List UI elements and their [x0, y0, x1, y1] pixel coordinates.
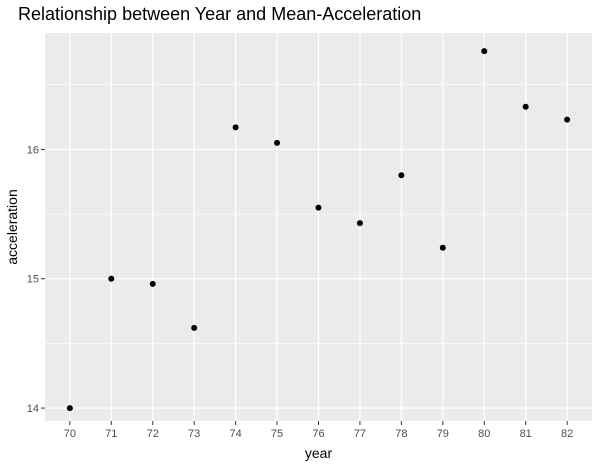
data-point — [149, 280, 156, 287]
x-tick-label: 70 — [64, 428, 76, 440]
y-tick-label: 15 — [27, 274, 39, 286]
data-point — [564, 116, 571, 123]
data-points — [66, 48, 571, 412]
x-tick-label: 76 — [312, 428, 324, 440]
data-point — [232, 124, 239, 131]
x-tick-label: 71 — [105, 428, 117, 440]
x-tick-label: 80 — [478, 428, 490, 440]
x-tick-label: 82 — [561, 428, 573, 440]
x-tick-label: 75 — [271, 428, 283, 440]
x-tick-label: 79 — [437, 428, 449, 440]
x-tick-label: 74 — [229, 428, 241, 440]
data-point — [66, 405, 73, 412]
x-tick-label: 78 — [395, 428, 407, 440]
x-axis-title: year — [305, 445, 333, 461]
x-tick-label: 81 — [520, 428, 532, 440]
x-tick-label: 72 — [147, 428, 159, 440]
y-axis: 14 15 16 — [27, 144, 45, 415]
y-axis-title: acceleration — [4, 189, 20, 265]
chart-title: Relationship between Year and Mean-Accel… — [18, 4, 422, 24]
data-point — [108, 275, 115, 282]
x-tick-label: 77 — [354, 428, 366, 440]
data-point — [481, 48, 488, 55]
data-point — [439, 244, 446, 251]
data-point — [274, 139, 281, 146]
data-point — [398, 172, 405, 179]
y-tick-label: 14 — [27, 403, 39, 415]
data-point — [315, 204, 322, 211]
data-point — [356, 220, 363, 227]
major-gridlines — [45, 33, 592, 421]
data-point — [522, 103, 529, 110]
x-axis: 70 71 72 73 74 75 76 77 78 79 80 81 82 — [64, 421, 573, 440]
data-point — [191, 324, 198, 331]
y-tick-label: 16 — [27, 144, 39, 156]
x-tick-label: 73 — [188, 428, 200, 440]
